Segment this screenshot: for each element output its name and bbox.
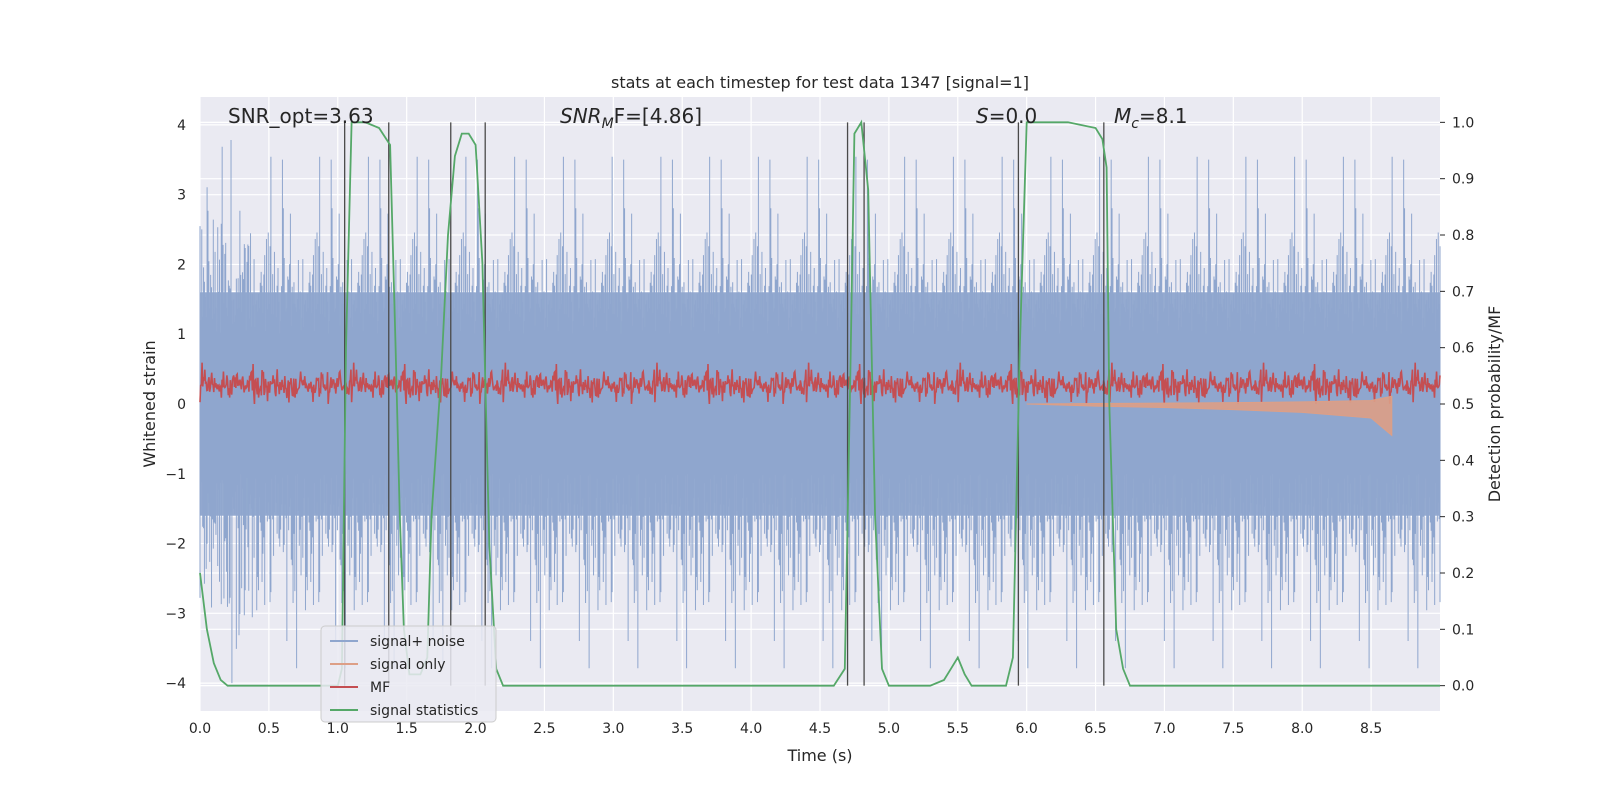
snr-mf-label: SNR	[560, 104, 602, 128]
x-tick-label: 1.0	[327, 721, 349, 737]
x-tick-label: 1.5	[396, 721, 418, 737]
y-right-tick-label: 0.2	[1452, 566, 1474, 582]
chart-title: stats at each timestep for test data 134…	[611, 73, 1029, 92]
y-left-tick-label: 3	[177, 188, 186, 204]
y-left-tick-label: −2	[165, 537, 186, 553]
x-tick-label: 3.0	[602, 721, 624, 737]
legend-label: signal+ noise	[370, 634, 465, 650]
signal-statistics-line	[199, 119, 1440, 687]
y-left-axis-ticks: −4 −3 −2 −1 0 1 2 3 4	[165, 118, 186, 692]
y-right-tick-label: 0.7	[1452, 284, 1474, 300]
x-tick-label: 5.5	[947, 721, 969, 737]
mf-trace	[199, 362, 1441, 405]
x-tick-label: 6.5	[1084, 721, 1106, 737]
y-left-tick-label: 1	[177, 327, 186, 343]
y-right-tick-label: 0.6	[1452, 341, 1474, 357]
x-tick-label: 6.0	[1016, 721, 1038, 737]
mc-label: M	[1114, 104, 1131, 128]
x-tick-label: 2.5	[533, 721, 555, 737]
y-left-tick-label: −1	[165, 467, 186, 483]
y-left-tick-label: −4	[165, 676, 186, 692]
y-right-tick-label: 0.3	[1452, 510, 1474, 526]
mc-subscript: c	[1131, 116, 1139, 132]
mc-annotation: Mc=8.1	[1114, 104, 1188, 132]
snr-mf-value: F=[4.86]	[614, 104, 702, 128]
x-axis-ticks: 0.0 0.5 1.0 1.5 2.0 2.5 3.0 3.5 4.0 4.5 5.0 5.5 6.0 6…	[189, 721, 1382, 737]
legend-label: signal statistics	[370, 703, 478, 719]
x-tick-label: 8.0	[1291, 721, 1313, 737]
s-value: =0.0	[989, 104, 1038, 128]
y-left-tick-label: −3	[165, 606, 186, 622]
x-tick-label: 0.0	[189, 721, 211, 737]
x-tick-label: 7.5	[1222, 721, 1244, 737]
x-tick-label: 4.5	[809, 721, 831, 737]
y-right-axis-label: Detection probability/MF	[1485, 306, 1504, 503]
y-left-tick-label: 0	[177, 397, 186, 413]
s-annotation: S=0.0	[976, 104, 1037, 128]
y-right-tick-label: 0.8	[1452, 228, 1474, 244]
x-tick-label: 3.5	[671, 721, 693, 737]
x-tick-label: 0.5	[258, 721, 280, 737]
signal-only-envelope	[1026, 395, 1393, 437]
snr-mf-subscript: M	[602, 116, 614, 132]
legend-box	[320, 625, 497, 723]
y-left-tick-label: 4	[177, 118, 186, 134]
signal-statistics-series	[199, 119, 1440, 687]
mc-value: =8.1	[1139, 104, 1188, 128]
mf-series	[199, 362, 1441, 405]
y-right-tick-label: 0.4	[1452, 453, 1474, 469]
snr-mf-annotation: SNRMF=[4.86]	[560, 104, 702, 132]
legend: signal+ noise signal only MF signal statist…	[320, 625, 497, 723]
x-tick-label: 4.0	[740, 721, 762, 737]
y-right-axis-ticks: 0.0 0.1 0.2 0.3 0.4 0.5 0.6 0.7 0.8 0.9 1.0	[1440, 115, 1474, 695]
x-axis-label: Time (s)	[786, 746, 852, 765]
s-label: S	[976, 104, 989, 128]
y-right-tick-label: 1.0	[1452, 115, 1474, 131]
y-left-tick-label: 2	[177, 257, 186, 273]
y-left-axis-label: Whitened strain	[140, 340, 159, 467]
snr-opt-annotation: SNR_opt=3.63	[228, 104, 374, 128]
signal-only-series	[1026, 395, 1393, 437]
x-tick-label: 7.0	[1153, 721, 1175, 737]
legend-label: signal only	[370, 657, 445, 673]
x-tick-label: 2.0	[464, 721, 486, 737]
y-right-tick-label: 0.5	[1452, 397, 1474, 413]
x-tick-label: 8.5	[1360, 721, 1382, 737]
x-tick-label: 5.0	[878, 721, 900, 737]
y-right-tick-label: 0.1	[1452, 622, 1474, 638]
y-right-tick-label: 0.0	[1452, 679, 1474, 695]
legend-label: MF	[370, 680, 390, 696]
y-right-tick-label: 0.9	[1452, 172, 1474, 188]
